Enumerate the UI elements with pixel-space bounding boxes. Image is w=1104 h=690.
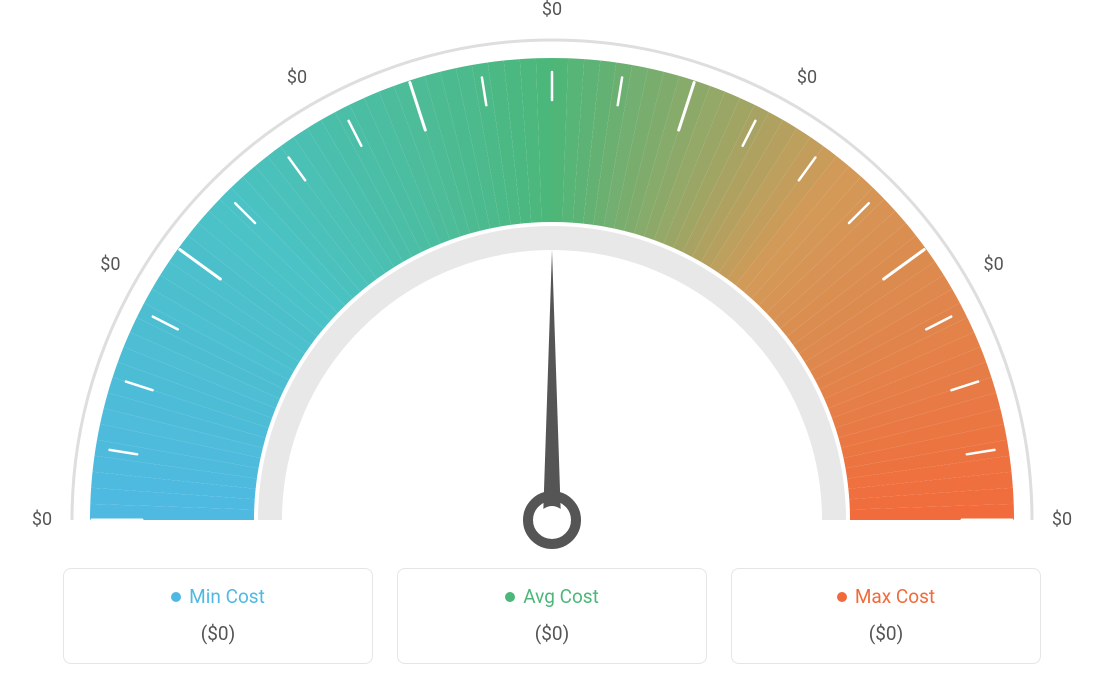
gauge-tick-label: $0	[32, 509, 52, 530]
gauge-tick-label: $0	[1052, 509, 1072, 530]
legend-value-avg: ($0)	[410, 622, 694, 645]
legend-dot-max	[837, 592, 847, 602]
legend-card-max: Max Cost ($0)	[731, 568, 1041, 664]
legend-dot-min	[171, 592, 181, 602]
legend-label-min: Min Cost	[189, 585, 265, 608]
gauge-tick-label: $0	[542, 0, 562, 20]
legend-row: Min Cost ($0) Avg Cost ($0) Max Cost ($0…	[0, 568, 1104, 664]
legend-label-max: Max Cost	[855, 585, 935, 608]
legend-title-max: Max Cost	[744, 585, 1028, 608]
gauge-needle-base-inner	[538, 506, 566, 534]
legend-title-avg: Avg Cost	[410, 585, 694, 608]
legend-label-avg: Avg Cost	[523, 585, 599, 608]
legend-value-max: ($0)	[744, 622, 1028, 645]
gauge-chart: $0 $0 $0 $0 $0 $0 $0	[0, 0, 1104, 560]
gauge-tick-label: $0	[797, 67, 817, 88]
legend-card-min: Min Cost ($0)	[63, 568, 373, 664]
legend-dot-avg	[505, 592, 515, 602]
gauge-tick-label: $0	[100, 254, 120, 275]
legend-value-min: ($0)	[76, 622, 360, 645]
gauge-tick-label: $0	[984, 254, 1004, 275]
gauge-tick-label: $0	[287, 67, 307, 88]
gauge-needle	[543, 250, 561, 520]
gauge-svg: $0 $0 $0 $0 $0 $0 $0	[0, 0, 1104, 560]
legend-title-min: Min Cost	[76, 585, 360, 608]
legend-card-avg: Avg Cost ($0)	[397, 568, 707, 664]
